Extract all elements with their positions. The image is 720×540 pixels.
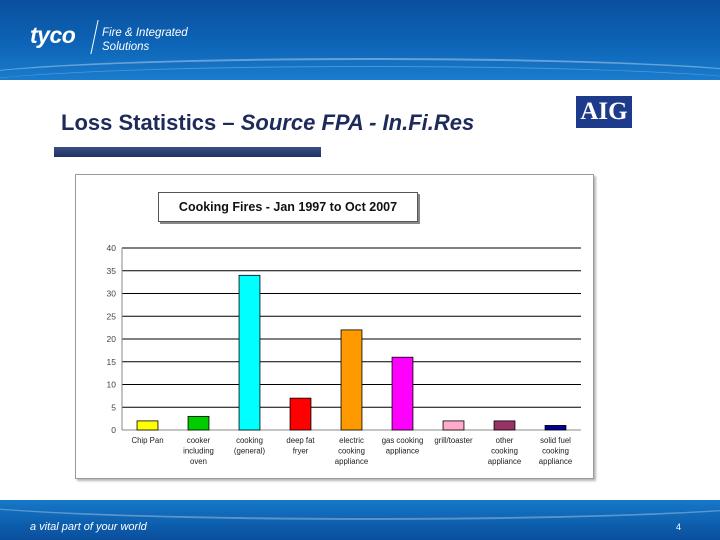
x-tick-label: grill/toaster <box>434 436 473 445</box>
y-tick-label: 35 <box>107 266 117 276</box>
footer-wave <box>0 500 720 520</box>
title-underline-bar <box>54 147 321 157</box>
tyco-logo: tyco <box>30 22 76 48</box>
logo-separator <box>90 20 99 54</box>
y-tick-label: 25 <box>107 311 117 321</box>
bar <box>187 415 210 431</box>
chart-title: Cooking Fires - Jan 1997 to Oct 2007 <box>158 192 418 222</box>
bar <box>238 274 261 431</box>
bar-chart: 0 5 10 15 20 25 30 35 40 Chip Pan cooker including o… <box>107 243 581 466</box>
slide-title-main: Loss Statistics – <box>61 110 241 135</box>
header-band: tyco Fire & Integrated Solutions <box>0 0 720 80</box>
aig-logo: AIG <box>576 96 632 128</box>
bar <box>289 397 312 431</box>
y-tick-label: 40 <box>107 243 117 253</box>
bar <box>136 420 159 431</box>
bar <box>544 425 567 431</box>
header-tagline-line2: Solutions <box>102 41 150 53</box>
y-tick-label: 0 <box>111 425 116 435</box>
x-tick-label: cooking (general) <box>234 436 266 456</box>
x-tick-label: Chip Pan <box>131 436 163 445</box>
y-tick-label: 5 <box>111 402 116 412</box>
y-tick-label: 30 <box>107 289 117 299</box>
bar <box>493 420 516 431</box>
y-tick-label: 15 <box>107 357 117 367</box>
x-tick-label: cooker including oven <box>183 436 214 466</box>
bar <box>391 356 414 431</box>
header-wave <box>0 58 720 80</box>
y-tick-label: 20 <box>107 334 117 344</box>
x-tick-label: other cooking appliance <box>488 436 521 466</box>
bar <box>340 329 363 431</box>
slide-title: Loss Statistics – Source FPA - In.Fi.Res <box>61 110 474 136</box>
bar <box>442 420 465 431</box>
footer-tagline: a vital part of your world <box>30 521 147 533</box>
header-tagline: Fire & Integrated Solutions <box>102 26 188 54</box>
slide-title-source: Source FPA - In.Fi.Res <box>240 110 475 135</box>
x-tick-label: gas cooking appliance <box>382 436 424 456</box>
chart-frame: Cooking Fires - Jan 1997 to Oct 2007 0 5 1… <box>75 174 594 479</box>
x-tick-label: electric cooking appliance <box>335 436 368 466</box>
header-wave <box>0 66 720 80</box>
y-tick-label: 10 <box>107 380 117 390</box>
x-tick-label: deep fat fryer <box>286 436 315 456</box>
x-tick-label: solid fuel cooking appliance <box>539 436 572 466</box>
footer-band <box>0 500 720 540</box>
header-tagline-line1: Fire & Integrated <box>102 27 188 39</box>
page-number: 4 <box>676 522 682 532</box>
